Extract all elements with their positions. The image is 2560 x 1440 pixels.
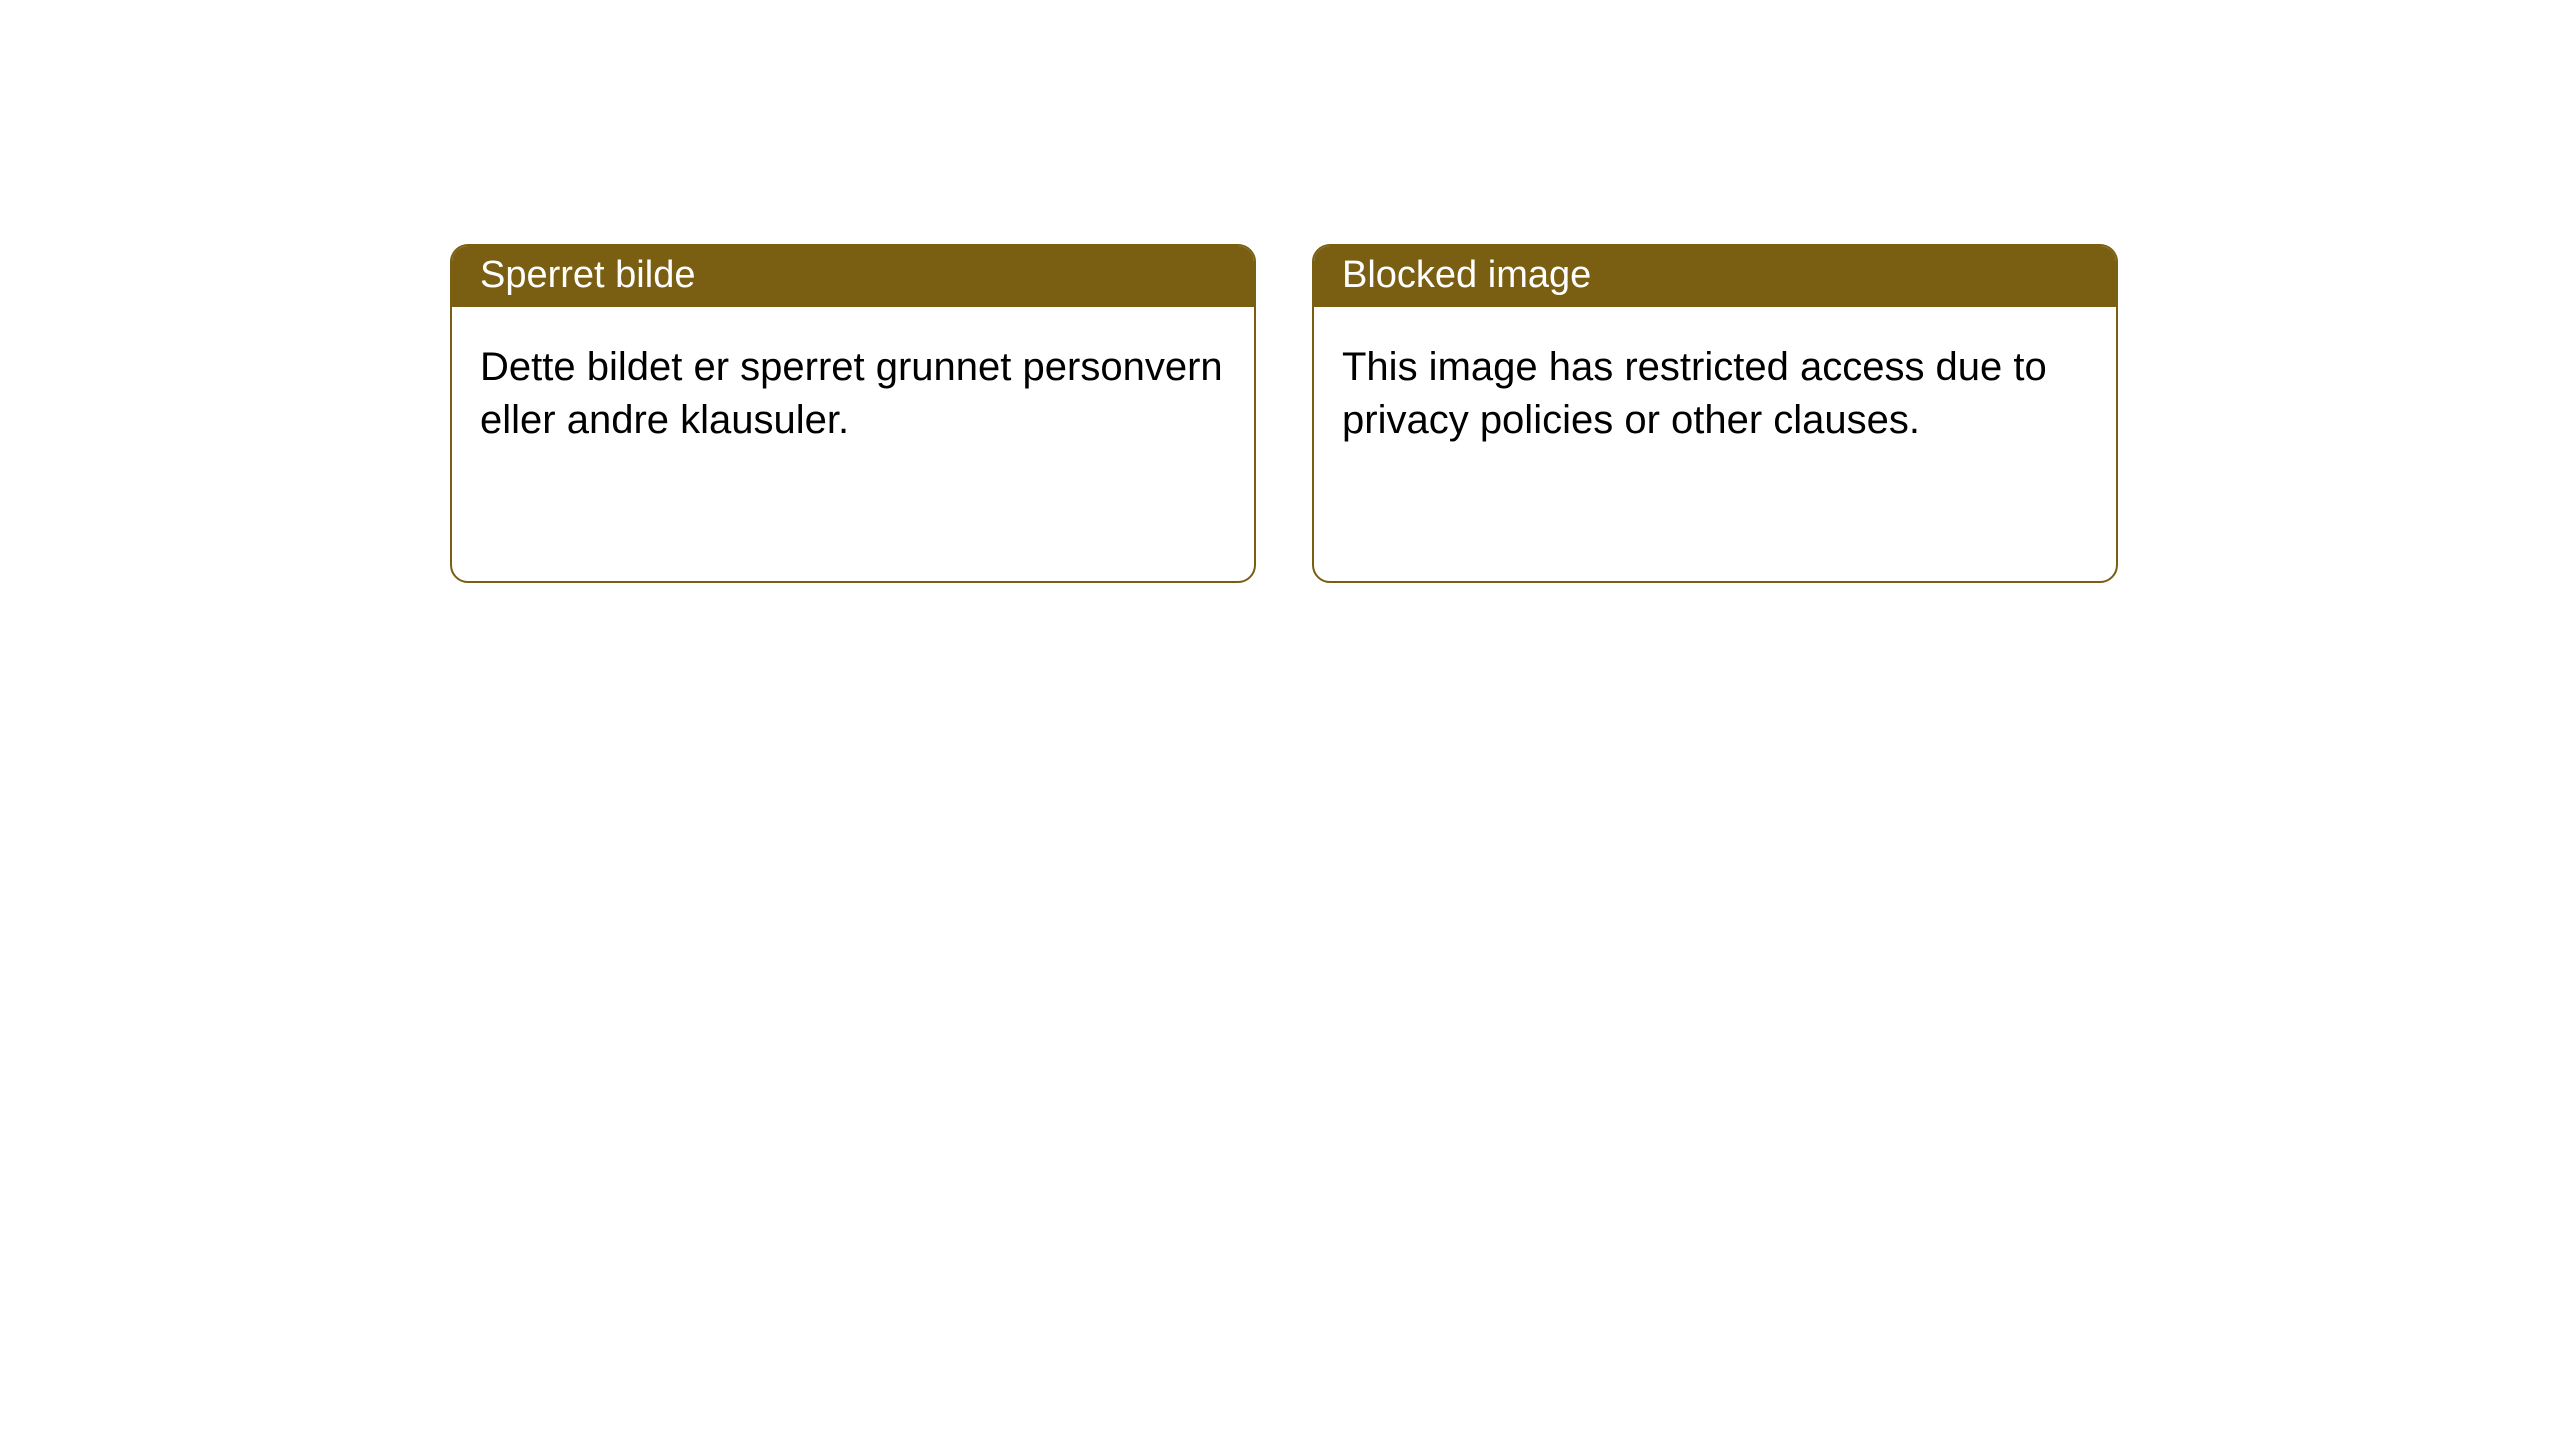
notice-card-english: Blocked image This image has restricted …	[1312, 244, 2118, 583]
notice-header: Sperret bilde	[452, 246, 1254, 307]
notice-body: This image has restricted access due to …	[1314, 307, 2116, 581]
notice-body: Dette bildet er sperret grunnet personve…	[452, 307, 1254, 581]
notice-container: Sperret bilde Dette bildet er sperret gr…	[0, 0, 2560, 583]
notice-card-norwegian: Sperret bilde Dette bildet er sperret gr…	[450, 244, 1256, 583]
notice-header: Blocked image	[1314, 246, 2116, 307]
